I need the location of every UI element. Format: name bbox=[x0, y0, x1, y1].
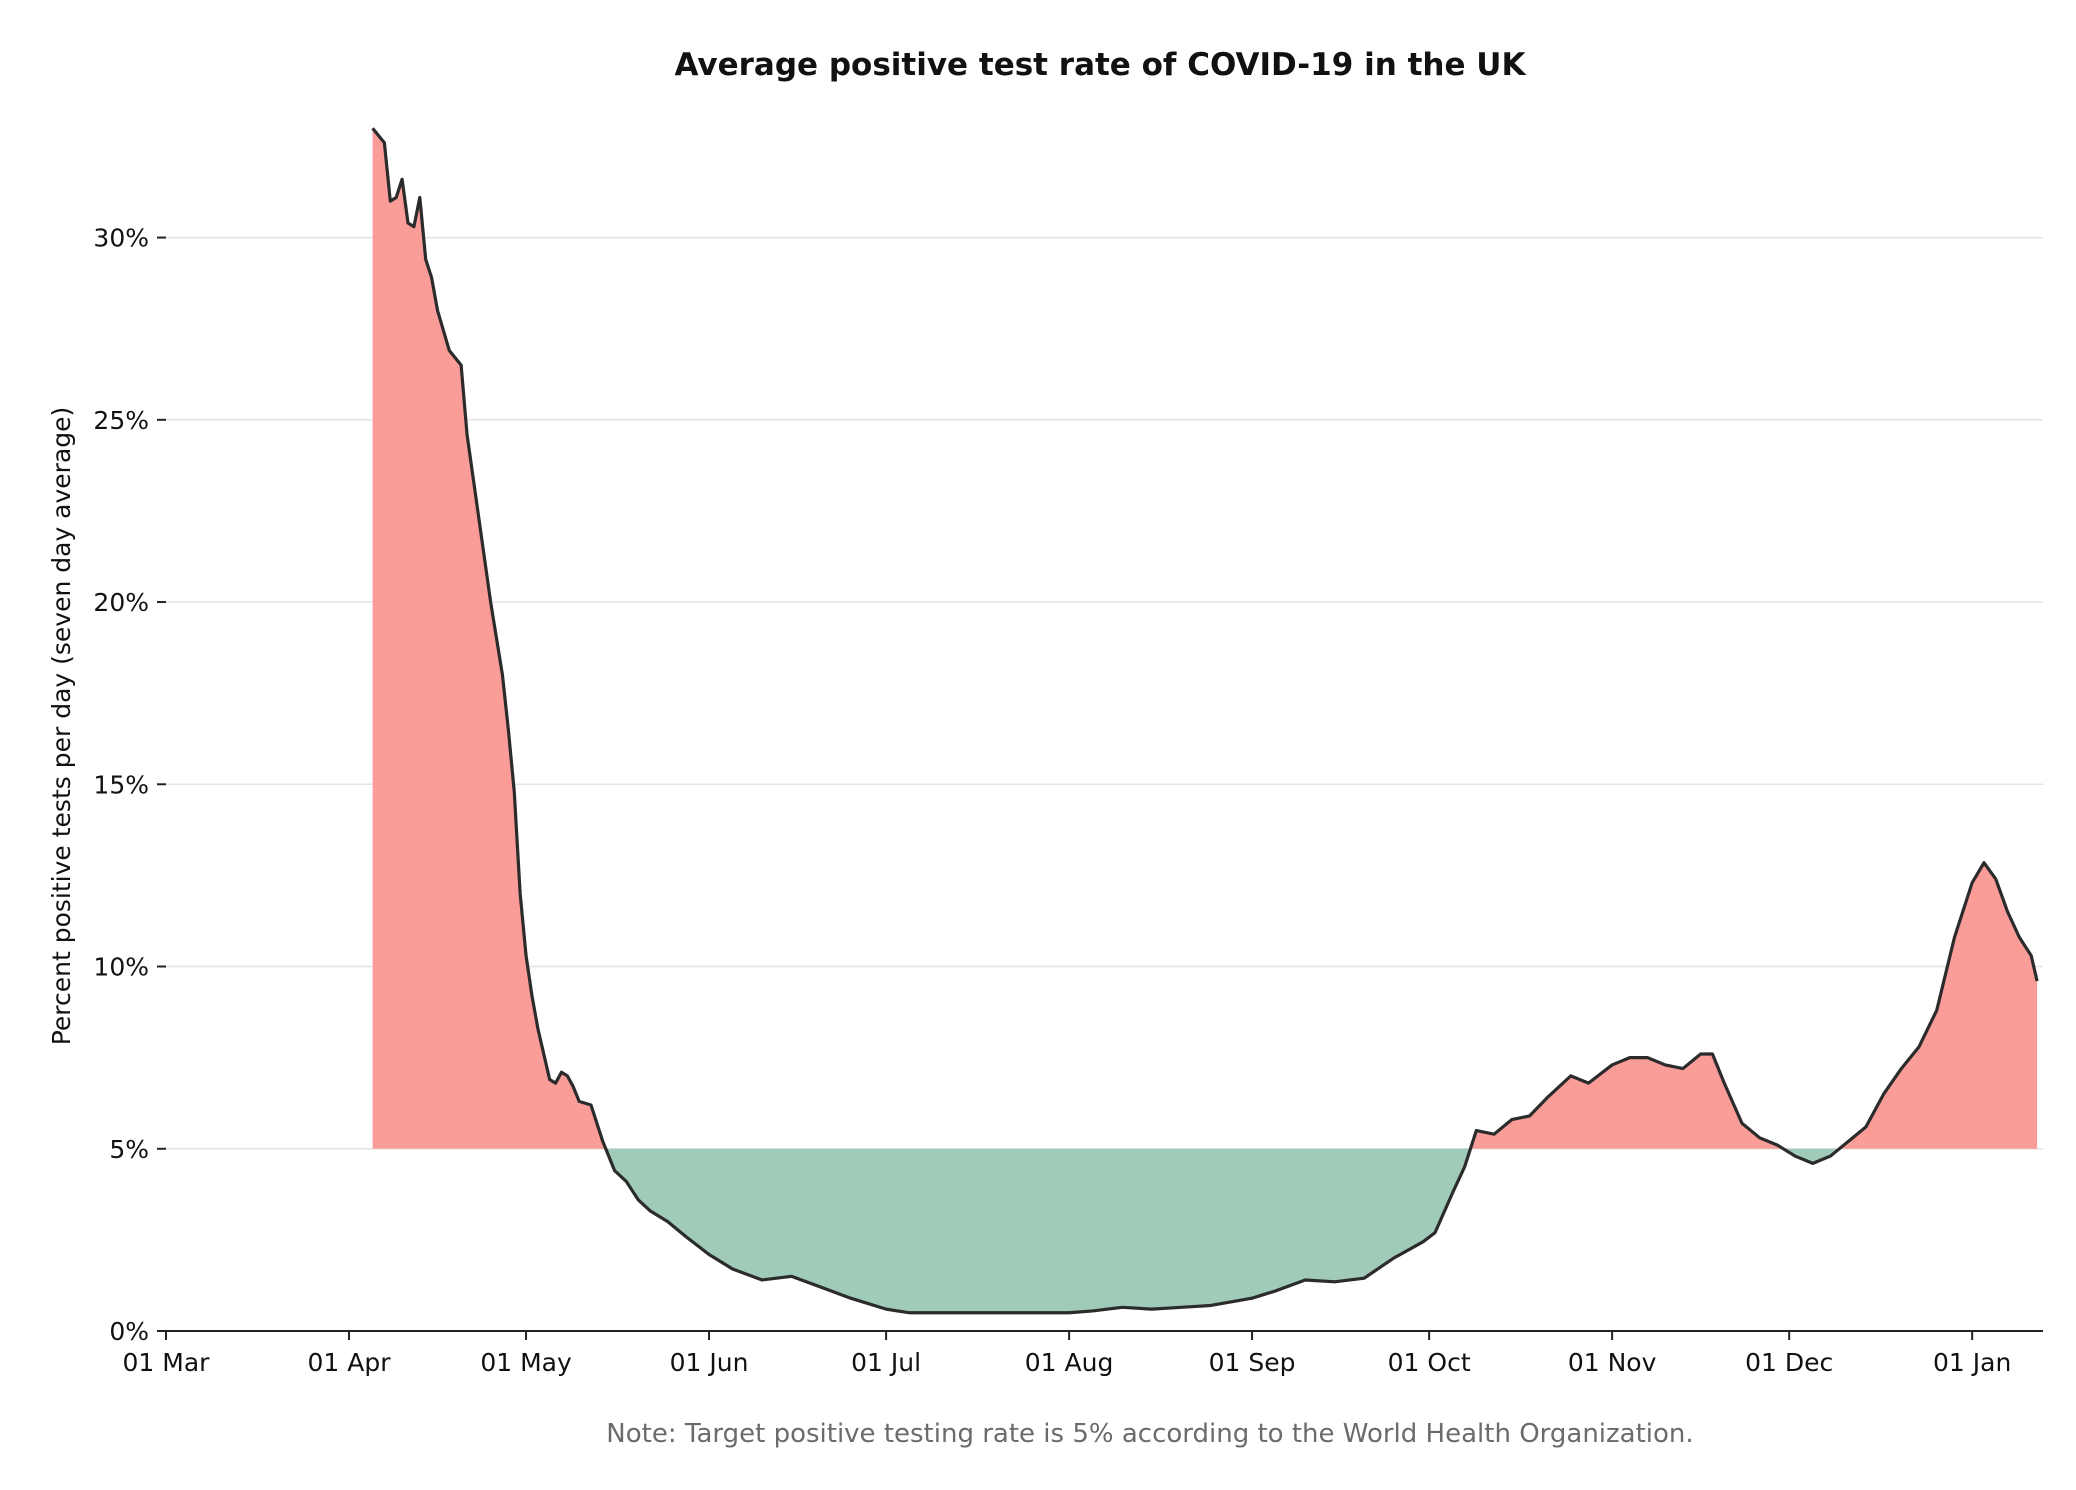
y-tick-label: 25% bbox=[93, 406, 149, 435]
x-tick-label: 01 Jul bbox=[851, 1348, 921, 1377]
x-tick-label: 01 Nov bbox=[1568, 1348, 1657, 1377]
axes: 0% 5% 10% 15% 20% 25% 30% 01 Mar 01 Apr 01 May 01 … bbox=[93, 224, 2043, 1377]
positive-rate-line bbox=[371, 127, 2039, 1315]
y-tick-label: 20% bbox=[93, 588, 149, 617]
area-above-target bbox=[372, 128, 606, 1149]
y-tick-label: 30% bbox=[93, 224, 149, 253]
area-above-target bbox=[1470, 1053, 1784, 1149]
area-fills bbox=[372, 128, 2038, 1313]
x-tick-label: 01 Jun bbox=[670, 1348, 749, 1377]
area-below-target bbox=[1783, 1148, 1840, 1164]
x-tick-label: 01 Mar bbox=[123, 1348, 211, 1377]
y-tick-label: 5% bbox=[109, 1135, 149, 1164]
data-line-layer bbox=[371, 127, 2039, 1315]
x-tick-label: 01 Sep bbox=[1209, 1348, 1296, 1377]
chart-title: Average positive test rate of COVID-19 i… bbox=[675, 47, 1527, 83]
y-tick-label: 10% bbox=[93, 953, 149, 982]
y-axis-label: Percent positive tests per day (seven da… bbox=[47, 407, 76, 1046]
x-tick-label: 01 Aug bbox=[1025, 1348, 1114, 1377]
y-tick-label: 0% bbox=[109, 1317, 149, 1346]
y-tick-label: 15% bbox=[93, 770, 149, 799]
x-tick-label: 01 Jan bbox=[1933, 1348, 2011, 1377]
x-tick-label: 01 Oct bbox=[1388, 1348, 1471, 1377]
x-tick-label: 01 Dec bbox=[1745, 1348, 1833, 1377]
area-below-target bbox=[605, 1148, 1471, 1313]
x-tick-label: 01 May bbox=[480, 1348, 572, 1377]
chart-note: Note: Target positive testing rate is 5%… bbox=[606, 1419, 1693, 1449]
x-tick-label: 01 Apr bbox=[307, 1348, 391, 1377]
